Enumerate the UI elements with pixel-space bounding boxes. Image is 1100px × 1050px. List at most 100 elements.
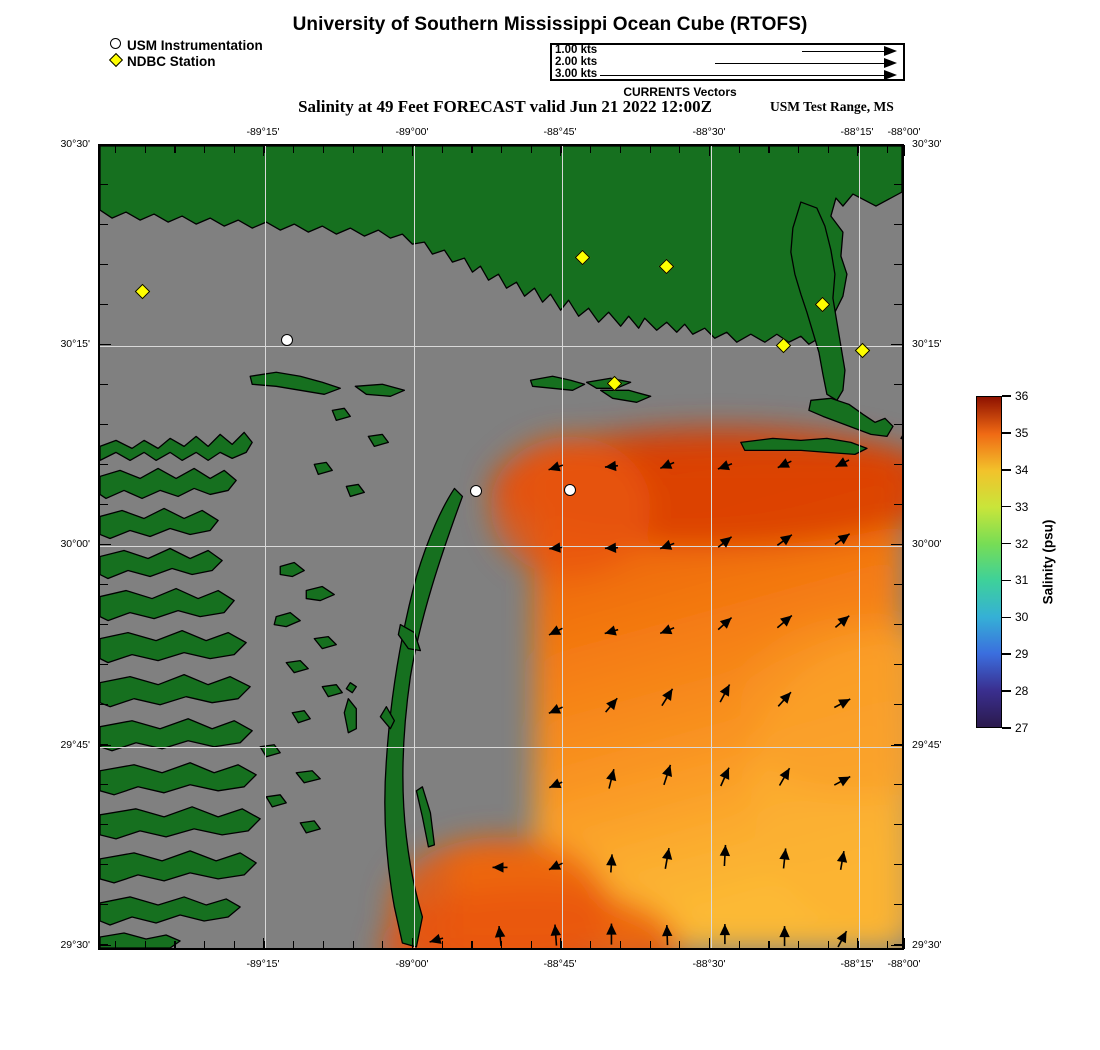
land-islet-k xyxy=(265,794,287,808)
graticule-line-lat-3 xyxy=(100,747,902,749)
axis-tick-bottom xyxy=(471,941,473,949)
axis-tick-bottom xyxy=(115,941,117,949)
colorbar-tick xyxy=(1002,468,1011,471)
axis-tick-right xyxy=(894,504,902,506)
plot-subtitle: Salinity at 49 Feet FORECAST valid Jun 2… xyxy=(298,97,712,116)
colorbar-tick-label: 33 xyxy=(1015,499,1029,514)
axis-tick-major xyxy=(412,938,414,949)
land-islet-l xyxy=(299,820,321,834)
axis-tick-top xyxy=(590,145,592,153)
current-vector-arrow xyxy=(492,862,508,873)
current-vector-arrow xyxy=(606,923,617,945)
axis-tick-bottom xyxy=(501,941,503,949)
axis-tick-top xyxy=(204,145,206,153)
current-vector-arrow xyxy=(548,461,564,472)
legend-item-ndbc-station: NDBC Station xyxy=(108,52,263,69)
axis-tick-bottom xyxy=(322,941,325,949)
vector-scale-label-2: 2.00 kts xyxy=(555,56,598,68)
current-vector-arrow xyxy=(549,542,563,553)
land-barrier-cat-island xyxy=(249,371,341,395)
axis-tick-left xyxy=(100,744,108,746)
colorbar-tick xyxy=(1002,542,1011,545)
current-vector-arrow xyxy=(662,764,673,786)
axis-tick-right xyxy=(894,744,902,746)
axis-tick-right xyxy=(894,424,902,426)
axis-tick-bottom xyxy=(590,941,592,949)
current-vector-arrow xyxy=(548,860,563,871)
colorbar-tick-label: 35 xyxy=(1015,425,1029,440)
axis-tick-major xyxy=(560,145,562,156)
circle-marker-icon xyxy=(108,37,125,53)
page-title: University of Southern Mississippi Ocean… xyxy=(292,14,808,35)
axis-tick-bottom xyxy=(174,941,176,949)
land-chandeleur-seg4 xyxy=(379,706,396,730)
current-vector-arrow xyxy=(719,924,731,945)
axis-tick-left xyxy=(100,224,108,226)
current-vector-arrow xyxy=(836,850,848,870)
axis-tick-top xyxy=(738,145,740,153)
axis-tick-top xyxy=(530,145,532,153)
colorbar-tick xyxy=(1002,395,1011,397)
axis-tick-left xyxy=(100,424,108,426)
map-canvas xyxy=(100,146,902,948)
current-vector-arrow xyxy=(717,616,733,631)
land-marsh-north xyxy=(100,431,253,462)
axis-tick-right xyxy=(894,864,902,866)
land-islet-d xyxy=(273,611,301,628)
map-plot-area[interactable] xyxy=(98,144,904,950)
colorbar-title: Salinity (psu) xyxy=(1040,519,1056,605)
colorbar-tick xyxy=(1002,432,1011,434)
axis-tick-bottom xyxy=(441,941,443,949)
current-vector-arrow xyxy=(494,925,506,947)
axis-label-lat-left: 30°00' xyxy=(60,538,90,550)
current-vector-arrow xyxy=(659,539,675,550)
current-vector-arrow xyxy=(604,625,619,636)
axis-tick-left xyxy=(100,464,108,466)
axis-tick-right xyxy=(894,704,902,706)
land-barrier-1 xyxy=(529,375,586,391)
legend-label-usm: USM Instrumentation xyxy=(127,37,263,53)
axis-tick-major xyxy=(263,145,265,156)
current-vector-arrow xyxy=(550,924,561,946)
colorbar-tick-label: 28 xyxy=(1015,684,1029,699)
land-barrier-petit-bois xyxy=(740,437,868,456)
current-vector-arrow xyxy=(604,460,619,472)
axis-tick-left xyxy=(100,624,108,626)
current-vector-arrow xyxy=(777,691,792,707)
axis-tick-bottom xyxy=(649,941,651,949)
vector-legend-caption: CURRENTS Vectors xyxy=(623,85,737,99)
axis-label-lat-right: 30°30' xyxy=(912,138,942,150)
axis-tick-major xyxy=(904,938,906,949)
axis-tick-bottom xyxy=(293,941,295,949)
land-islet-o xyxy=(313,461,333,476)
current-vector-arrow xyxy=(604,542,618,554)
land-barrier-5 xyxy=(900,435,902,440)
land-dauphin-island xyxy=(808,397,894,438)
axis-tick-left xyxy=(100,584,108,586)
colorbar-tick-label: 27 xyxy=(1015,721,1029,735)
axis-tick-left xyxy=(100,904,108,906)
current-vector-arrow xyxy=(834,615,850,629)
axis-tick-major xyxy=(100,945,111,947)
current-vector-arrow xyxy=(776,534,793,546)
current-vector-arrow xyxy=(833,698,851,709)
colorbar-tick xyxy=(1002,690,1011,692)
axis-label-lon-top: -88°30' xyxy=(692,126,726,138)
current-vector-arrow xyxy=(719,767,730,787)
land-chandeleur-islet xyxy=(343,698,357,734)
axis-tick-left xyxy=(100,504,108,506)
axis-tick-right xyxy=(894,904,902,906)
axis-tick-top xyxy=(798,145,800,153)
current-vector-arrow xyxy=(779,926,790,947)
vector-arrowhead-2 xyxy=(884,57,897,68)
colorbar-tick xyxy=(1002,727,1011,729)
axis-tick-major xyxy=(263,938,265,949)
currents-vector-scale-legend: 1.00 kts 2.00 kts 3.00 kts xyxy=(550,43,905,81)
colorbar-gradient xyxy=(976,396,1002,728)
current-vector-arrow xyxy=(719,844,731,867)
axis-tick-major xyxy=(891,344,902,346)
axis-tick-left xyxy=(100,864,108,866)
axis-tick-bottom xyxy=(619,941,622,949)
colorbar[interactable]: 27 28 29 30 31 32 33 34 35 36 Salinity (psu) xyxy=(976,389,1086,735)
current-vector-arrow xyxy=(779,848,790,869)
